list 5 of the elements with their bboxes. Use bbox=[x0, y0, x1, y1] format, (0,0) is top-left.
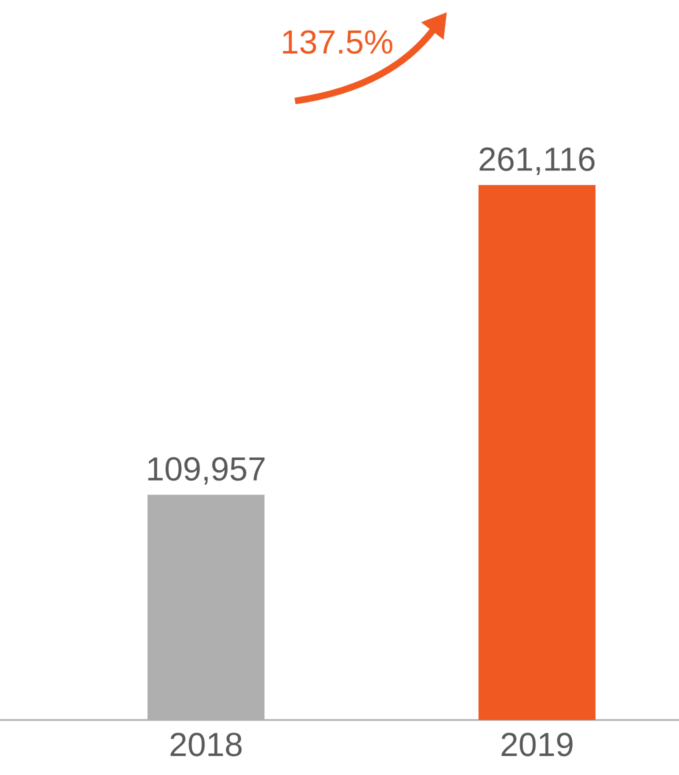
data-label: 109,957 bbox=[148, 457, 265, 485]
text: 137.5% bbox=[283, 30, 392, 54]
x-tick-label: 2018 bbox=[170, 732, 242, 756]
x-tick-label: 2019 bbox=[502, 732, 572, 756]
data-label: 261,116 bbox=[480, 147, 595, 175]
